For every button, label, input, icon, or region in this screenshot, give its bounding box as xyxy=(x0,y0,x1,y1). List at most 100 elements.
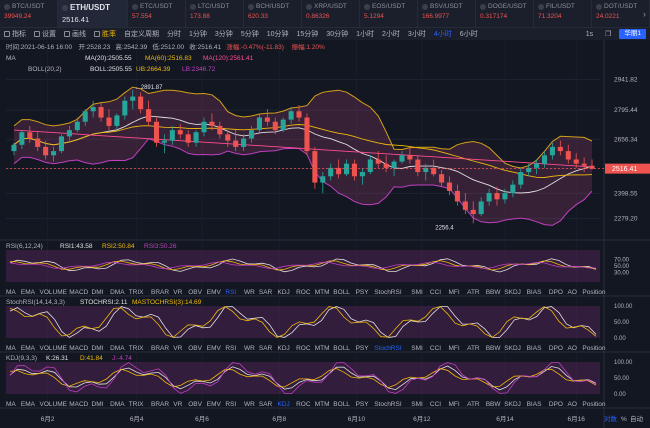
toolbar-item-4[interactable]: 自定义周期 xyxy=(120,29,163,39)
rsi-tab-9[interactable]: OBV xyxy=(188,289,202,296)
rsi-tab-22[interactable]: MFI xyxy=(449,289,460,296)
stochrsi-tab-23[interactable]: ATR xyxy=(467,345,480,352)
rsi-tab-2[interactable]: VOLUME xyxy=(40,289,68,296)
language-button[interactable]: 华丽1 xyxy=(619,29,646,39)
kdj-tab-2[interactable]: VOLUME xyxy=(40,401,68,408)
toolbar-item-2[interactable]: 画线 xyxy=(60,29,90,39)
ticker-btc[interactable]: BTC/USDT 39949.24 xyxy=(0,0,58,27)
rsi-tab-25[interactable]: SKDJ xyxy=(504,289,521,296)
ticker-bch[interactable]: BCH/USDT 620.33 xyxy=(244,0,302,27)
ticker-bsv[interactable]: BSV/USDT 166.9977 xyxy=(418,0,476,27)
rsi-tab-0[interactable]: MA xyxy=(6,289,16,296)
kdj-tab-24[interactable]: BBW xyxy=(486,401,502,408)
kdj-tab-22[interactable]: MFI xyxy=(449,401,460,408)
stochrsi-tab-27[interactable]: DPO xyxy=(549,345,563,352)
rsi-tab-24[interactable]: BBW xyxy=(486,289,502,296)
toolbar-item-0[interactable]: 指标 xyxy=(0,29,30,39)
rsi-tab-6[interactable]: TRIX xyxy=(129,289,144,296)
stochrsi-tab-1[interactable]: EMA xyxy=(21,345,36,352)
toolbar-item-8[interactable]: 5分钟 xyxy=(237,29,263,39)
kdj-tab-13[interactable]: SAR xyxy=(259,401,273,408)
kdj-tab-12[interactable]: WR xyxy=(244,401,255,408)
kdj-tab-8[interactable]: VR xyxy=(173,401,182,408)
stochrsi-tab-7[interactable]: BRAR xyxy=(151,345,169,352)
stochrsi-tab-5[interactable]: DMA xyxy=(110,345,125,352)
stochrsi-tab-18[interactable]: PSY xyxy=(356,345,370,352)
toolbar-item-9[interactable]: 10分钟 xyxy=(263,29,293,39)
toolbar-item-11[interactable]: 30分钟 xyxy=(322,29,352,39)
stochrsi-tab-26[interactable]: BIAS xyxy=(527,345,542,352)
kdj-tab-26[interactable]: BIAS xyxy=(527,401,542,408)
stochrsi-tab-12[interactable]: WR xyxy=(244,345,255,352)
rsi-tab-19[interactable]: StochRSI xyxy=(374,289,402,296)
stochrsi-tab-22[interactable]: MFI xyxy=(449,345,460,352)
kdj-tab-4[interactable]: DMI xyxy=(92,401,104,408)
stochrsi-tab-8[interactable]: VR xyxy=(173,345,182,352)
ticker-xrp[interactable]: XRP/USDT 0.86326 xyxy=(302,0,360,27)
stochrsi-tab-16[interactable]: MTM xyxy=(315,345,330,352)
kdj-tab-14[interactable]: KDJ xyxy=(278,401,290,408)
stochrsi-tab-2[interactable]: VOLUME xyxy=(40,345,68,352)
rsi-tab-14[interactable]: KDJ xyxy=(278,289,290,296)
toolbar-item-12[interactable]: 1小时 xyxy=(352,29,378,39)
kdj-tab-17[interactable]: BOLL xyxy=(333,401,350,408)
ticker-fil[interactable]: FIL/USDT 71.3204 xyxy=(534,0,592,27)
stochrsi-tab-0[interactable]: MA xyxy=(6,345,16,352)
expand-icon[interactable]: ❐ xyxy=(605,31,612,38)
rsi-tab-4[interactable]: DMI xyxy=(92,289,104,296)
stochrsi-tab-28[interactable]: AO xyxy=(568,345,577,352)
kdj-tab-28[interactable]: AO xyxy=(568,401,577,408)
chart-canvas[interactable]: 2941.82 2795.44 2656.34 2398.55 2279.20 ←2891… xyxy=(0,40,650,428)
toolbar-item-15[interactable]: 4小时 xyxy=(430,29,456,39)
percent-scale-toggle[interactable]: % xyxy=(621,416,627,423)
rsi-tab-27[interactable]: DPO xyxy=(549,289,563,296)
toolbar-item-7[interactable]: 3分钟 xyxy=(211,29,237,39)
kdj-tab-16[interactable]: MTM xyxy=(315,401,330,408)
stochrsi-tab-10[interactable]: EMV xyxy=(207,345,222,352)
stochrsi-tab-9[interactable]: OBV xyxy=(188,345,202,352)
rsi-tab-1[interactable]: EMA xyxy=(21,289,36,296)
rsi-tab-12[interactable]: WR xyxy=(244,289,255,296)
rsi-tab-16[interactable]: MTM xyxy=(315,289,330,296)
kdj-tab-6[interactable]: TRIX xyxy=(129,401,144,408)
stochrsi-tab-6[interactable]: TRIX xyxy=(129,345,144,352)
stochrsi-tab-11[interactable]: RSI xyxy=(225,345,236,352)
rsi-tab-10[interactable]: EMV xyxy=(207,289,222,296)
kdj-tab-10[interactable]: EMV xyxy=(207,401,222,408)
rsi-tab-3[interactable]: MACD xyxy=(69,289,88,296)
ticker-eth[interactable]: ETH/USDT 2516.41 xyxy=(58,0,128,27)
rsi-tab-23[interactable]: ATR xyxy=(467,289,480,296)
rsi-tab-7[interactable]: BRAR xyxy=(151,289,169,296)
ticker-doge[interactable]: DOGE/USDT 0.317174 xyxy=(476,0,534,27)
stochrsi-tab-4[interactable]: DMI xyxy=(92,345,104,352)
stochrsi-tab-3[interactable]: MACD xyxy=(69,345,88,352)
ticker-dot[interactable]: DOT/USDT 24.0221 xyxy=(592,0,650,27)
rsi-tab-17[interactable]: BOLL xyxy=(333,289,350,296)
kdj-tab-25[interactable]: SKDJ xyxy=(504,401,521,408)
kdj-tab-23[interactable]: ATR xyxy=(467,401,480,408)
stochrsi-tab-29[interactable]: Position xyxy=(582,345,606,352)
toolbar-item-6[interactable]: 1分钟 xyxy=(185,29,211,39)
rsi-tab-28[interactable]: AO xyxy=(568,289,577,296)
stochrsi-tab-15[interactable]: ROC xyxy=(296,345,311,352)
stochrsi-tab-13[interactable]: SAR xyxy=(259,345,273,352)
rsi-tab-18[interactable]: PSY xyxy=(356,289,370,296)
stochrsi-tab-21[interactable]: CCI xyxy=(430,345,441,352)
kdj-tab-0[interactable]: MA xyxy=(6,401,16,408)
stochrsi-tab-19[interactable]: StochRSI xyxy=(374,345,402,352)
toolbar-item-16[interactable]: 6小时 xyxy=(456,29,482,39)
rsi-tab-20[interactable]: SMI xyxy=(411,289,423,296)
stochrsi-tab-25[interactable]: SKDJ xyxy=(504,345,521,352)
toolbar-item-3[interactable]: 胜率 xyxy=(90,29,120,39)
auto-scale-toggle[interactable]: 自动 xyxy=(630,414,644,423)
ticker-ltc[interactable]: LTC/USDT 173.88 xyxy=(186,0,244,27)
kdj-tab-9[interactable]: OBV xyxy=(188,401,202,408)
toolbar-item-14[interactable]: 3小时 xyxy=(404,29,430,39)
stochrsi-tab-20[interactable]: SMI xyxy=(411,345,423,352)
kdj-tab-19[interactable]: StochRSI xyxy=(374,401,402,408)
stochrsi-tab-17[interactable]: BOLL xyxy=(333,345,350,352)
toolbar-item-5[interactable]: 分时 xyxy=(163,29,185,39)
kdj-tab-18[interactable]: PSY xyxy=(356,401,370,408)
rsi-tab-11[interactable]: RSI xyxy=(225,289,236,296)
toolbar-item-1[interactable]: 设置 xyxy=(30,29,60,39)
